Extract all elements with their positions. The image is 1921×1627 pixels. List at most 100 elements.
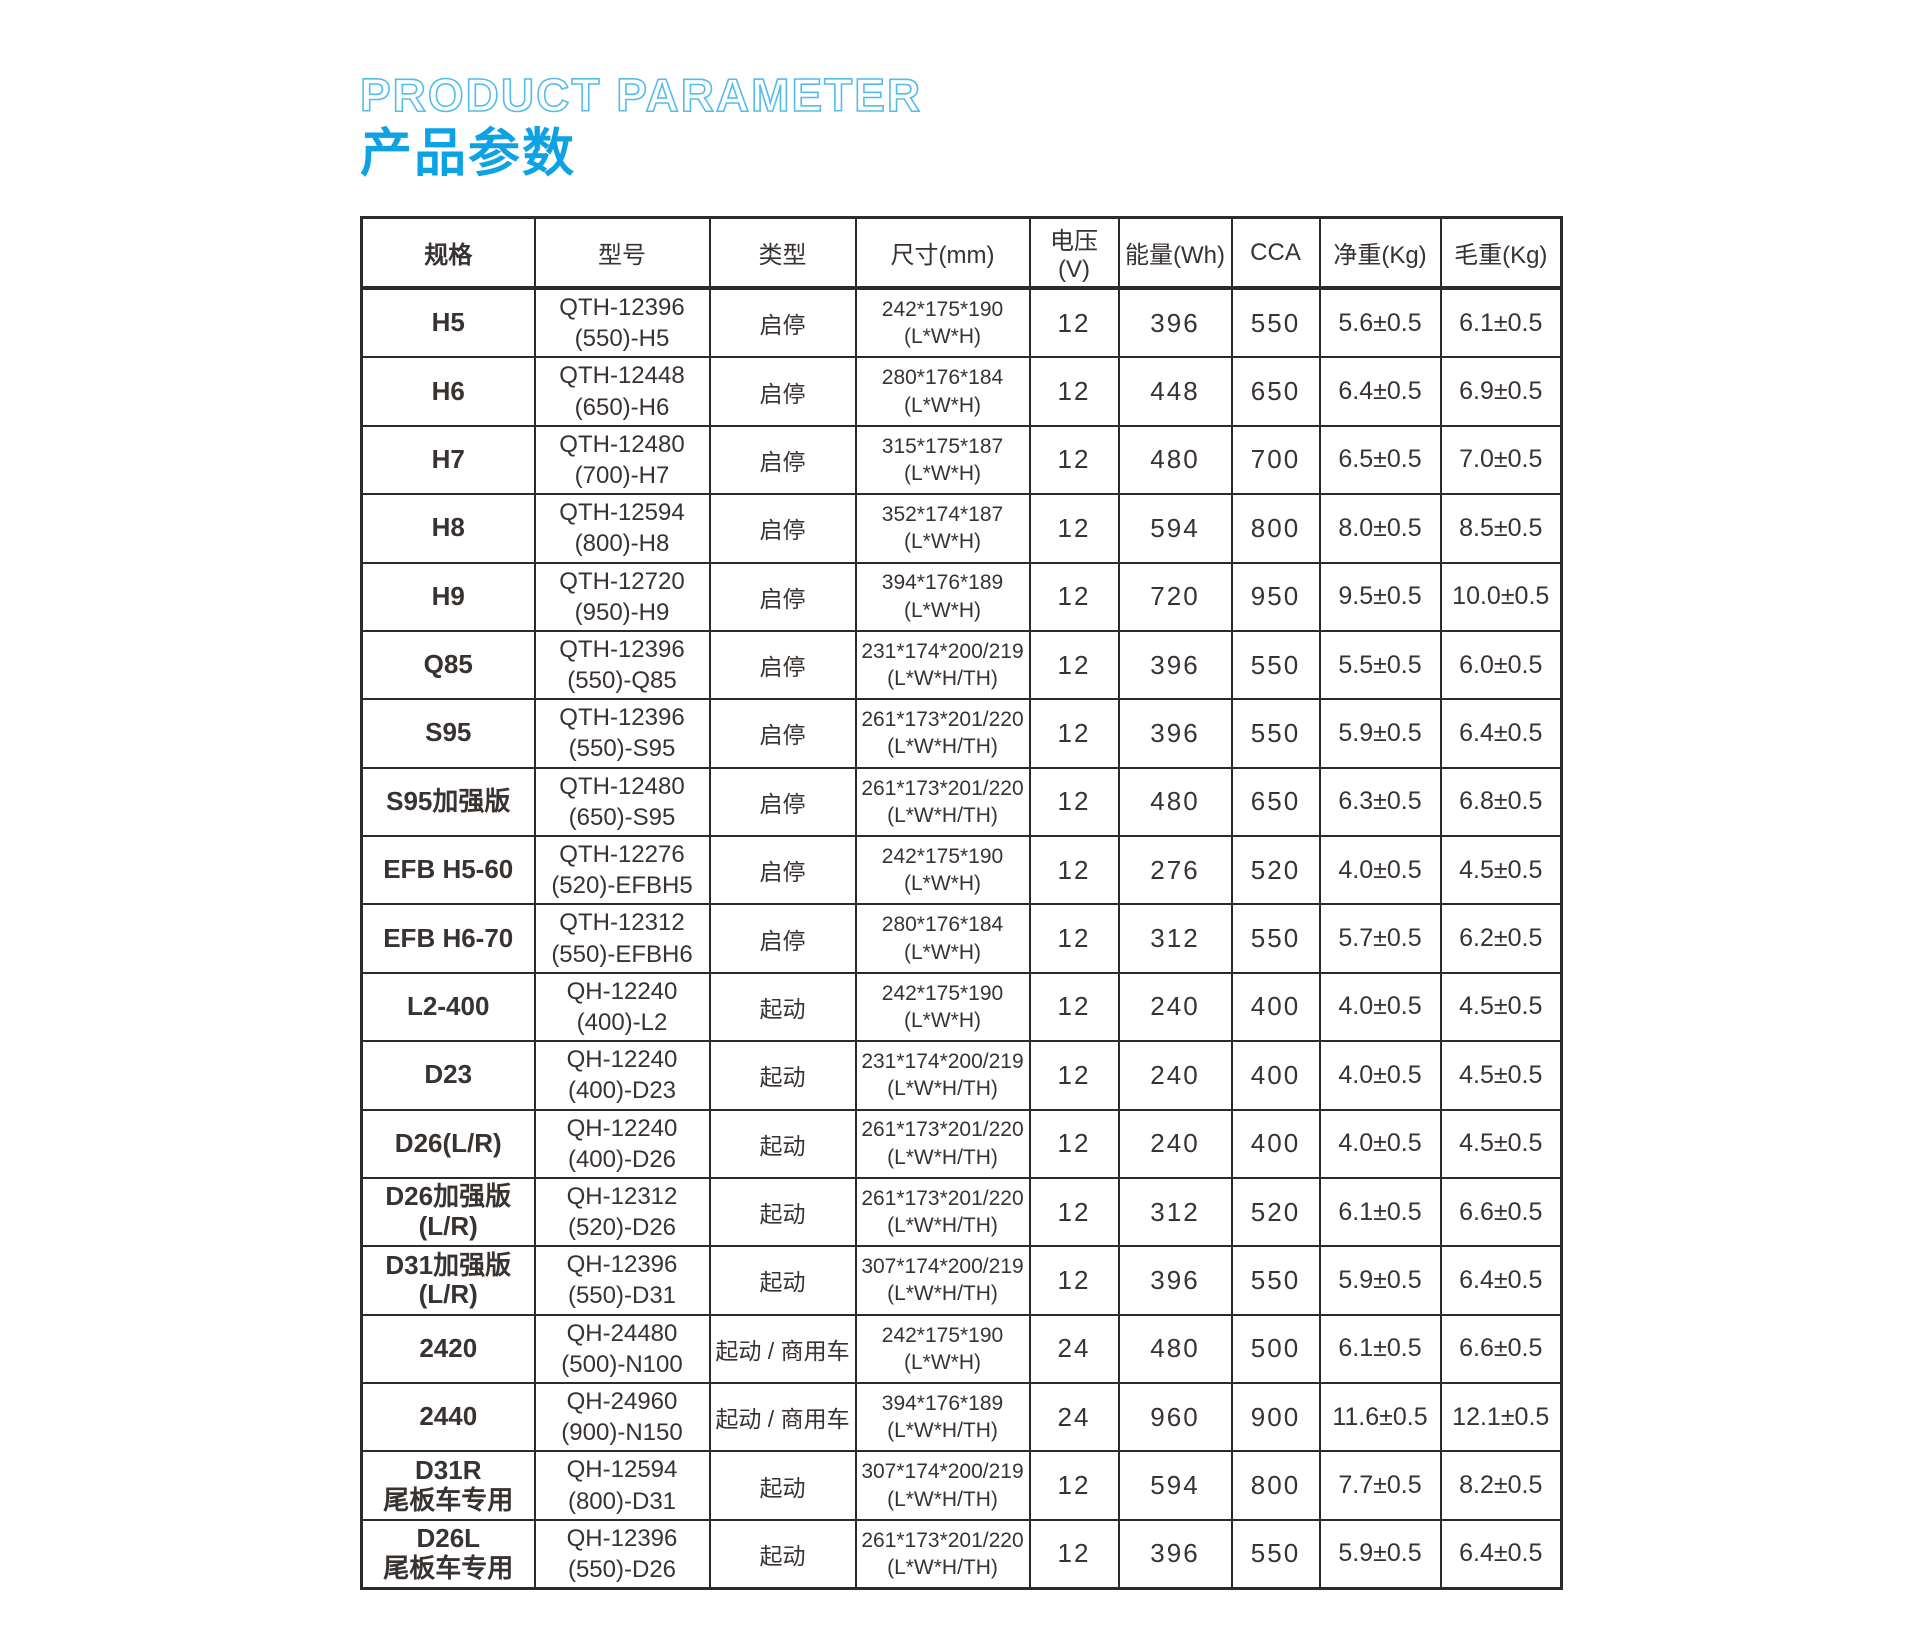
col-header-spec: 规格	[360, 216, 536, 290]
cell-net-weight: 6.3±0.5	[1318, 766, 1442, 838]
cell-dimensions: 231*174*200/219 (L*W*H/TH)	[854, 629, 1031, 701]
page-title-en: PRODUCT PARAMETER	[359, 69, 923, 121]
cell-model: QTH-12448 (650)-H6	[533, 356, 711, 427]
cell-gross-weight: 6.2±0.5	[1439, 903, 1563, 974]
table-row: H5 QTH-12396 (550)-H5 启停 242*175*190 (L*W*…	[360, 286, 1563, 359]
cell-dimensions: 280*176*184 (L*W*H)	[854, 903, 1031, 974]
cell-cca: 700	[1230, 424, 1321, 496]
cell-net-weight: 6.5±0.5	[1318, 424, 1442, 496]
col-header-model: 型号	[533, 216, 711, 290]
cell-voltage: 24	[1028, 1313, 1120, 1385]
cell-gross-weight: 6.6±0.5	[1439, 1313, 1563, 1385]
cell-spec: D31加强版 (L/R)	[360, 1245, 536, 1316]
cell-energy: 480	[1117, 766, 1233, 838]
cell-voltage: 12	[1028, 1518, 1120, 1590]
cell-dimensions: 394*176*189 (L*W*H/TH)	[854, 1381, 1031, 1453]
cell-energy: 594	[1117, 1450, 1233, 1521]
table-row: D26(L/R) QH-12240 (400)-D26 起动 261*173*20…	[360, 1108, 1563, 1179]
table-row: S95 QTH-12396 (550)-S95 启停 261*173*201/22…	[360, 698, 1563, 769]
cell-energy: 240	[1117, 971, 1233, 1043]
cell-spec: D23	[360, 1040, 536, 1111]
col-header-type: 类型	[708, 216, 857, 290]
cell-type: 启停	[708, 356, 857, 427]
cell-dimensions: 242*175*190 (L*W*H)	[854, 834, 1031, 906]
cell-model: QTH-12276 (520)-EFBH5	[533, 834, 711, 906]
cell-type: 起动	[708, 1040, 857, 1111]
cell-net-weight: 11.6±0.5	[1318, 1381, 1442, 1453]
cell-type: 启停	[708, 493, 857, 564]
cell-cca: 650	[1230, 766, 1321, 838]
table-row: 2420 QH-24480 (500)-N100 起动 / 商用车 242*175…	[360, 1313, 1563, 1385]
cell-spec: D26(L/R)	[360, 1108, 536, 1179]
cell-cca: 400	[1230, 971, 1321, 1043]
cell-dimensions: 242*175*190 (L*W*H)	[854, 286, 1031, 359]
cell-gross-weight: 6.4±0.5	[1439, 1245, 1563, 1316]
cell-energy: 396	[1117, 1518, 1233, 1590]
cell-model: QTH-12396 (550)-S95	[533, 698, 711, 769]
cell-voltage: 12	[1028, 493, 1120, 564]
cell-type: 起动 / 商用车	[708, 1381, 857, 1453]
cell-energy: 480	[1117, 1313, 1233, 1385]
cell-gross-weight: 6.1±0.5	[1439, 286, 1563, 359]
cell-voltage: 12	[1028, 1245, 1120, 1316]
cell-cca: 500	[1230, 1313, 1321, 1385]
cell-cca: 800	[1230, 1450, 1321, 1521]
cell-model: QH-12396 (550)-D26	[533, 1518, 711, 1590]
cell-net-weight: 5.9±0.5	[1318, 698, 1442, 769]
cell-dimensions: 242*175*190 (L*W*H)	[854, 971, 1031, 1043]
cell-model: QTH-12480 (700)-H7	[533, 424, 711, 496]
table-row: D23 QH-12240 (400)-D23 起动 231*174*200/219…	[360, 1040, 1563, 1111]
cell-type: 启停	[708, 424, 857, 496]
cell-gross-weight: 4.5±0.5	[1439, 1108, 1563, 1179]
cell-cca: 520	[1230, 834, 1321, 906]
cell-energy: 312	[1117, 1176, 1233, 1248]
cell-voltage: 12	[1028, 1176, 1120, 1248]
cell-type: 启停	[708, 561, 857, 632]
table-row: H8 QTH-12594 (800)-H8 启停 352*174*187 (L*W*…	[360, 493, 1563, 564]
cell-energy: 240	[1117, 1040, 1233, 1111]
cell-type: 起动	[708, 971, 857, 1043]
cell-model: QH-24480 (500)-N100	[533, 1313, 711, 1385]
cell-dimensions: 307*174*200/219 (L*W*H/TH)	[854, 1245, 1031, 1316]
cell-spec: D31R 尾板车专用	[360, 1450, 536, 1521]
cell-energy: 396	[1117, 1245, 1233, 1316]
cell-net-weight: 6.4±0.5	[1318, 356, 1442, 427]
cell-dimensions: 261*173*201/220 (L*W*H/TH)	[854, 1108, 1031, 1179]
cell-voltage: 12	[1028, 766, 1120, 838]
cell-type: 启停	[708, 286, 857, 359]
cell-type: 启停	[708, 629, 857, 701]
cell-cca: 400	[1230, 1040, 1321, 1111]
cell-spec: EFB H5-60	[360, 834, 536, 906]
table-row: EFB H6-70 QTH-12312 (550)-EFBH6 启停 280*17…	[360, 903, 1563, 974]
cell-type: 启停	[708, 766, 857, 838]
cell-energy: 960	[1117, 1381, 1233, 1453]
cell-net-weight: 5.6±0.5	[1318, 286, 1442, 359]
cell-cca: 650	[1230, 356, 1321, 427]
cell-model: QH-24960 (900)-N150	[533, 1381, 711, 1453]
col-header-energy: 能量(Wh)	[1117, 216, 1233, 290]
cell-voltage: 12	[1028, 971, 1120, 1043]
cell-spec: Q85	[360, 629, 536, 701]
cell-model: QTH-12594 (800)-H8	[533, 493, 711, 564]
cell-type: 启停	[708, 903, 857, 974]
cell-model: QTH-12720 (950)-H9	[533, 561, 711, 632]
cell-energy: 448	[1117, 356, 1233, 427]
cell-type: 起动	[708, 1450, 857, 1521]
cell-cca: 800	[1230, 493, 1321, 564]
table-row: L2-400 QH-12240 (400)-L2 起动 242*175*190 (L…	[360, 971, 1563, 1043]
cell-gross-weight: 8.5±0.5	[1439, 493, 1563, 564]
cell-spec: D26L 尾板车专用	[360, 1518, 536, 1590]
cell-voltage: 24	[1028, 1381, 1120, 1453]
cell-gross-weight: 6.6±0.5	[1439, 1176, 1563, 1248]
cell-net-weight: 6.1±0.5	[1318, 1313, 1442, 1385]
cell-model: QH-12396 (550)-D31	[533, 1245, 711, 1316]
cell-model: QH-12240 (400)-D26	[533, 1108, 711, 1179]
col-header-cca: CCA	[1230, 216, 1321, 290]
cell-model: QTH-12312 (550)-EFBH6	[533, 903, 711, 974]
cell-dimensions: 352*174*187 (L*W*H)	[854, 493, 1031, 564]
cell-voltage: 12	[1028, 561, 1120, 632]
table-row: D26L 尾板车专用 QH-12396 (550)-D26 起动 261*173*2…	[360, 1518, 1563, 1590]
cell-cca: 520	[1230, 1176, 1321, 1248]
cell-spec: H7	[360, 424, 536, 496]
cell-voltage: 12	[1028, 1040, 1120, 1111]
